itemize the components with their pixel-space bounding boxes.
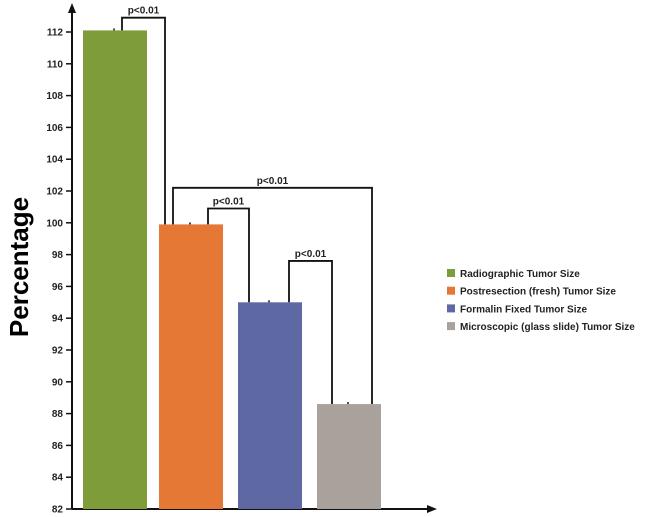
y-tick-label: 100 xyxy=(46,218,63,229)
bar-2 xyxy=(159,224,223,509)
legend-swatch xyxy=(447,322,455,331)
y-tick-label: 112 xyxy=(47,28,64,39)
legend-label: Formalin Fixed Tumor Size xyxy=(460,304,587,315)
significance-bracket xyxy=(121,16,166,225)
y-axis-arrow-icon xyxy=(68,3,76,13)
legend-swatch xyxy=(447,286,455,295)
y-tick-label: 108 xyxy=(46,91,63,102)
y-tick-label: 98 xyxy=(52,250,64,261)
y-tick-label: 90 xyxy=(52,377,64,388)
p-value-label: p<0.01 xyxy=(128,6,160,17)
y-tick-label: 104 xyxy=(46,155,63,166)
y-tick-label: 106 xyxy=(46,123,63,134)
legend-swatch xyxy=(447,304,455,313)
bar-1 xyxy=(83,30,147,509)
y-tick-label: 94 xyxy=(52,314,64,325)
legend-label: Radiographic Tumor Size xyxy=(460,269,580,280)
significance-bracket xyxy=(288,260,333,405)
legend-label: Postresection (fresh) Tumor Size xyxy=(460,287,616,298)
significance-bracket xyxy=(207,207,250,303)
y-tick-label: 102 xyxy=(46,187,63,198)
p-value-label: p<0.01 xyxy=(213,196,245,207)
legend-label: Microscopic (glass slide) Tumor Size xyxy=(460,322,635,333)
p-value-label: p<0.01 xyxy=(295,249,327,260)
y-tick-label: 96 xyxy=(52,282,64,293)
legend-swatch xyxy=(447,269,455,277)
significance-bracket xyxy=(172,186,373,405)
y-tick-label: 84 xyxy=(52,473,64,484)
p-value-label: p<0.01 xyxy=(257,176,289,187)
y-tick-label: 92 xyxy=(52,346,64,357)
y-tick-label: 110 xyxy=(47,59,64,70)
y-tick-label: 82 xyxy=(52,505,64,516)
bar-3 xyxy=(238,302,302,509)
bar-4 xyxy=(317,404,381,509)
y-tick-label: 86 xyxy=(52,441,64,452)
y-axis-label: Percentage xyxy=(4,197,34,337)
x-axis-arrow-icon xyxy=(427,505,437,513)
y-tick-label: 88 xyxy=(52,409,64,420)
